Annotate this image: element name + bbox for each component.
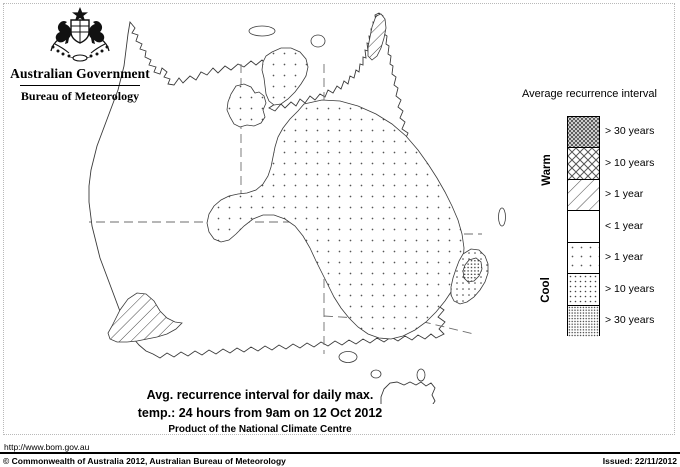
footer-divider xyxy=(0,452,680,454)
island-king xyxy=(370,369,382,379)
map-canvas[interactable] xyxy=(4,4,524,404)
region-cape-york-tip xyxy=(367,13,387,61)
caption-line-3: Product of the National Climate Centre xyxy=(168,424,352,435)
legend-label-cool-1: > 1 year xyxy=(605,251,644,263)
issued-date: Issued: 22/11/2012 xyxy=(602,456,677,466)
legend-swatch-warm-10[interactable] xyxy=(568,148,599,180)
island-melville xyxy=(248,25,276,37)
legend: Average recurrence interval Warm Cool xyxy=(515,88,675,348)
tasmania-coastline xyxy=(380,381,436,404)
caption-line-1: Avg. recurrence interval for daily max. xyxy=(146,388,374,402)
map-caption: Avg. recurrence interval for daily max. … xyxy=(60,386,460,437)
legend-label-cool-30: > 30 years xyxy=(605,314,655,326)
region-central-eastern-australia xyxy=(206,99,465,340)
region-northern-new-south-wales-core xyxy=(462,257,483,283)
legend-swatch-cool-1[interactable] xyxy=(568,242,599,275)
copyright-text: © Commonwealth of Australia 2012, Austra… xyxy=(3,456,286,466)
legend-swatch-neutral[interactable] xyxy=(568,211,599,243)
island-flinders xyxy=(416,368,426,382)
bureau-title: Bureau of Meteorology xyxy=(20,89,140,103)
legend-label-warm-30: > 30 years xyxy=(605,125,655,137)
masthead: Australian Government Bureau of Meteorol… xyxy=(10,6,150,104)
legend-color-bar xyxy=(567,116,600,337)
legend-swatch-warm-1[interactable] xyxy=(568,179,599,212)
legend-swatch-warm-30[interactable] xyxy=(568,117,599,149)
region-northern-western-australia-blob xyxy=(226,83,267,128)
island-fraser xyxy=(498,207,506,227)
caption-line-2: temp.: 24 hours from 9am on 12 Oct 2012 xyxy=(137,406,383,420)
legend-label-warm-10: > 10 years xyxy=(605,157,655,169)
legend-swatch-cool-10[interactable] xyxy=(568,274,599,306)
masthead-divider xyxy=(20,85,140,86)
legend-group-warm: Warm xyxy=(540,154,553,186)
island-groote xyxy=(310,34,326,48)
legend-swatch-cool-30[interactable] xyxy=(568,305,599,337)
australian-coat-of-arms-icon xyxy=(50,7,110,62)
legend-label-neutral: < 1 year xyxy=(605,220,644,232)
island-kangaroo xyxy=(338,351,358,363)
legend-label-cool-10: > 10 years xyxy=(605,283,655,295)
map-landmass xyxy=(88,12,506,404)
region-top-end-northern-territory xyxy=(261,47,309,106)
government-title: Australian Government xyxy=(10,66,150,81)
legend-title: Average recurrence interval xyxy=(522,88,657,100)
legend-label-warm-1: > 1 year xyxy=(605,188,644,200)
region-southwest-western-australia xyxy=(107,292,183,343)
bom-url[interactable]: http://www.bom.gov.au xyxy=(4,442,90,452)
legend-group-cool: Cool xyxy=(539,277,552,303)
